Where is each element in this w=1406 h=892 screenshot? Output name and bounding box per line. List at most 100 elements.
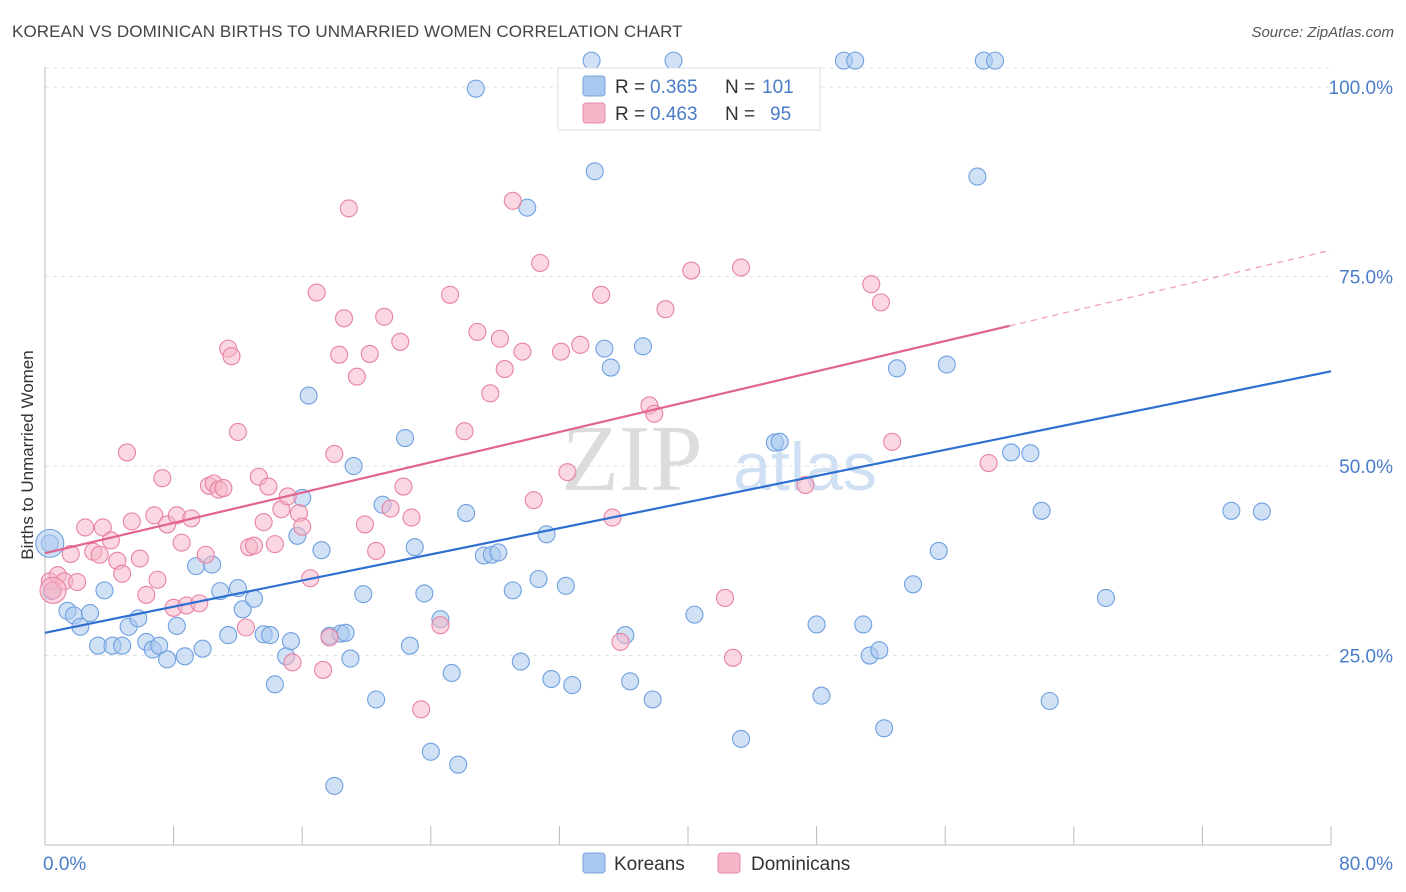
- korean-point: [731, 729, 751, 748]
- korean-point: [265, 675, 284, 694]
- dominican-point: [495, 360, 514, 379]
- source-label: Source: ZipAtlas.com: [1251, 24, 1394, 41]
- korean-point: [556, 576, 575, 595]
- korean-point: [158, 650, 177, 669]
- series-legend: Koreans Dominicans: [582, 852, 850, 875]
- korean-point: [244, 589, 264, 608]
- dominican-point: [355, 515, 374, 534]
- korean-point: [601, 358, 620, 377]
- dominican-point: [76, 518, 95, 537]
- dominican-point: [325, 444, 344, 464]
- korean-point: [518, 198, 537, 217]
- legend-r-value-2: 0.463: [650, 104, 698, 125]
- korean-point: [854, 615, 873, 634]
- korean-point: [95, 581, 114, 600]
- korean-point: [336, 623, 355, 642]
- stats-legend: R = 0.365 N = 101 R = 0.463 N = 95: [557, 67, 821, 131]
- korean-point: [400, 636, 419, 655]
- dominican-point: [137, 585, 156, 604]
- korean-point: [175, 647, 194, 666]
- dominican-point: [265, 535, 284, 554]
- dominican-point: [979, 453, 998, 473]
- korean-point: [415, 584, 434, 603]
- dominican-point: [455, 422, 474, 441]
- legend-r-label-1: R =: [615, 77, 645, 98]
- korean-point: [1002, 443, 1021, 462]
- dominican-point: [196, 545, 215, 564]
- korean-point: [312, 541, 331, 560]
- dominican-point: [334, 309, 354, 328]
- watermark-zip: ZIP: [562, 407, 703, 511]
- dominican-point: [101, 531, 120, 550]
- korean-point: [812, 686, 831, 705]
- bottom-legend-swatch-koreans: [582, 852, 606, 874]
- dominican-point: [391, 332, 410, 351]
- series-koreans: [35, 51, 1271, 795]
- dominican-point: [153, 469, 172, 488]
- dominican-point: [113, 564, 132, 583]
- korean-point: [421, 742, 440, 761]
- korean-point: [887, 359, 907, 378]
- korean-point: [846, 51, 865, 70]
- korean-point: [233, 600, 252, 619]
- korean-point: [396, 428, 415, 448]
- korean-point: [1021, 444, 1040, 463]
- y-tick-label: 50.0%: [1339, 457, 1393, 478]
- korean-point: [489, 543, 508, 562]
- dominican-point: [431, 616, 450, 635]
- korean-point: [937, 355, 956, 374]
- korean-point: [582, 51, 601, 70]
- dominican-point: [402, 508, 421, 527]
- dominican-point: [394, 477, 413, 496]
- korean-point: [903, 575, 923, 594]
- x-tick-label: 0.0%: [43, 854, 86, 875]
- korean-trend-line: [44, 370, 1332, 634]
- x-tick-label: 80.0%: [1339, 854, 1393, 875]
- dominican-trend-extension: [1009, 249, 1332, 327]
- dominican-point: [796, 475, 815, 495]
- dominican-point: [117, 443, 137, 462]
- korean-point: [1222, 501, 1241, 520]
- dominican-point: [656, 300, 675, 319]
- korean-point: [442, 663, 461, 683]
- korean-point: [643, 690, 662, 709]
- dominican-point: [314, 660, 333, 679]
- dominican-point: [214, 479, 233, 498]
- korean-point: [870, 641, 889, 660]
- y-tick-label: 75.0%: [1339, 268, 1393, 289]
- korean-point: [529, 569, 548, 589]
- korean-point: [503, 581, 522, 600]
- bottom-legend-label-koreans: Koreans: [614, 854, 685, 875]
- dominican-point: [283, 653, 302, 672]
- dominican-point: [715, 588, 735, 607]
- korean-point: [563, 676, 582, 695]
- axes: [44, 67, 1332, 846]
- dominican-point: [244, 536, 264, 555]
- dominican-point: [61, 544, 80, 564]
- korean-point: [405, 538, 424, 557]
- korean-point: [113, 636, 132, 655]
- korean-point: [466, 79, 485, 98]
- legend-r-value-1: 0.365: [650, 77, 698, 98]
- dominican-point: [558, 463, 577, 482]
- korean-point: [968, 167, 987, 186]
- dominican-point: [412, 700, 431, 719]
- dominican-point: [592, 285, 611, 304]
- korean-point: [595, 339, 614, 358]
- korean-point: [807, 615, 826, 634]
- dominican-point: [531, 253, 550, 273]
- legend-n-value-2: 95: [770, 104, 791, 125]
- dominican-point: [551, 342, 571, 361]
- y-axis-title: Births to Unmarried Women: [18, 350, 37, 559]
- korean-point: [260, 626, 280, 645]
- dominican-point: [367, 541, 386, 561]
- korean-point: [929, 541, 948, 561]
- korean-point: [1096, 588, 1115, 607]
- dominican-point: [611, 632, 630, 651]
- dominican-point: [254, 513, 273, 532]
- dominican-point: [122, 512, 141, 531]
- dominican-point: [731, 258, 751, 277]
- dominican-point: [571, 335, 590, 354]
- dominican-point: [236, 618, 255, 637]
